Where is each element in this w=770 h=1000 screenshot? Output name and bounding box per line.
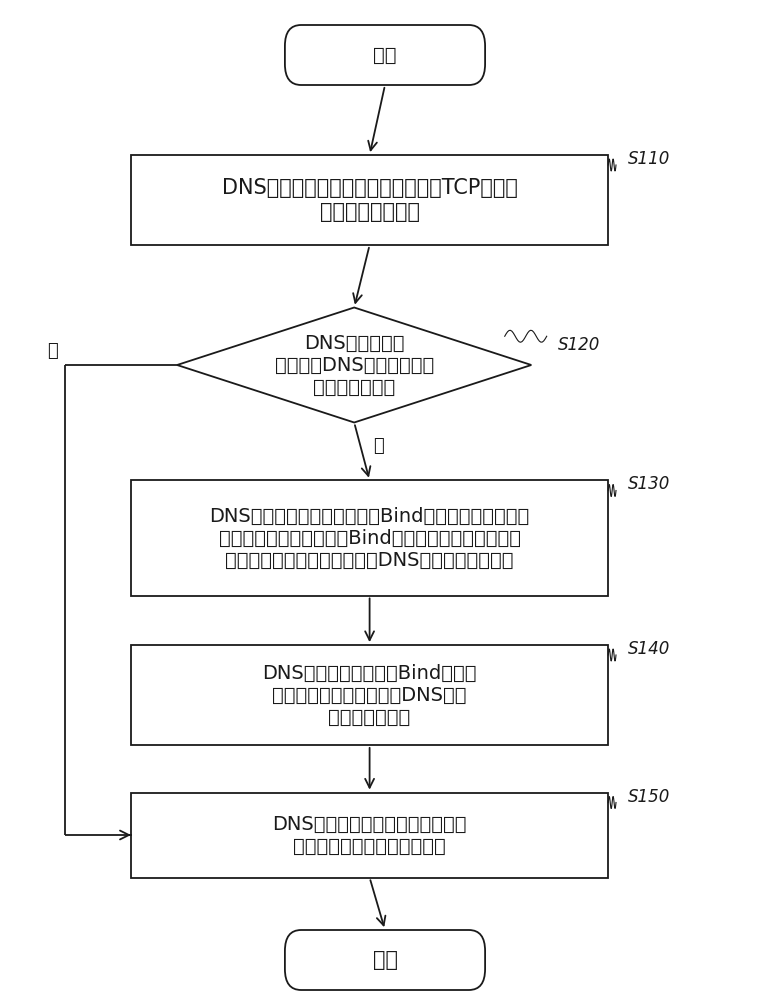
Text: 结束: 结束: [373, 950, 397, 970]
Polygon shape: [177, 308, 531, 422]
Bar: [131, 481, 608, 595]
Text: DNS服务器选取合适的域名解析结
果返回给所述移动终端浏览器: DNS服务器选取合适的域名解析结 果返回给所述移动终端浏览器: [273, 814, 467, 856]
Bar: [131, 792, 608, 878]
Text: DNS服务器接收由所述Bind缓存服
务器组发送的由所述公网DNS返回
的域名解析结果: DNS服务器接收由所述Bind缓存服 务器组发送的由所述公网DNS返回 的域名解…: [263, 664, 477, 726]
Text: DNS服务器接收移动终端浏览器通过TCP协议发
送的域名解析请求: DNS服务器接收移动终端浏览器通过TCP协议发 送的域名解析请求: [222, 178, 517, 222]
Bar: [131, 155, 608, 245]
Text: S110: S110: [628, 150, 670, 168]
FancyBboxPatch shape: [285, 930, 485, 990]
FancyBboxPatch shape: [285, 25, 485, 85]
Text: 否: 否: [373, 438, 384, 456]
Text: 开始: 开始: [373, 45, 397, 64]
Text: DNS服务器的缓
存库或者DNS数据库中有所
述域名解析结果: DNS服务器的缓 存库或者DNS数据库中有所 述域名解析结果: [275, 334, 434, 396]
Text: S120: S120: [558, 336, 601, 354]
Text: DNS服务器向至少一个地域的Bind缓存服务器组发起域
名解析请求，其中，所述Bind缓存服务器组通过所述地
域的不同运营商的路线向公网DNS发起域名解析请求: DNS服务器向至少一个地域的Bind缓存服务器组发起域 名解析请求，其中，所述B…: [209, 506, 530, 570]
Bar: [131, 645, 608, 745]
Text: S130: S130: [628, 475, 670, 493]
Text: 是: 是: [47, 342, 58, 360]
Text: S140: S140: [628, 640, 670, 658]
Text: S150: S150: [628, 788, 670, 806]
